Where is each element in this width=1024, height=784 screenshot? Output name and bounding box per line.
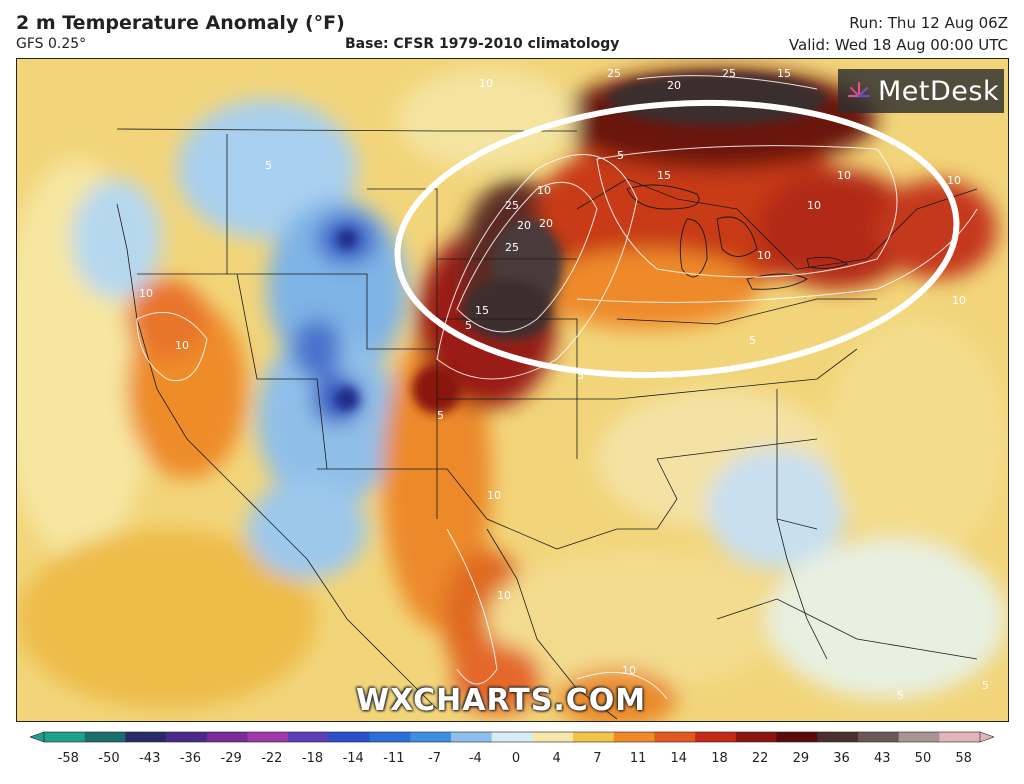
contour-label: 10 (947, 174, 961, 187)
sunburst-logo-icon (847, 81, 871, 98)
color-scale: -58 -50 -43 -36 -29 -22 -18 -14 -11 -7 -4 0 4 7 11 14 18… (29, 730, 995, 770)
contour-label: 20 (667, 79, 681, 92)
watermark: WXCHARTS.COM (356, 683, 647, 718)
scale-color-segment (410, 732, 452, 742)
scale-color-segment (491, 732, 533, 742)
valid-time-label: Valid: Wed 18 Aug 00:00 UTC (788, 36, 1008, 54)
scale-color-segment (735, 732, 778, 742)
scale-tick-label: -7 (428, 751, 441, 766)
color-scale-svg: -58 -50 -43 -36 -29 -22 -18 -14 -11 -7 -4 0 4 7 11 14 18… (29, 731, 995, 766)
scale-arrow-right (979, 731, 995, 743)
scale-tick-label: -14 (343, 751, 364, 766)
anomaly-hotspots (335, 73, 827, 414)
scale-color-segment (898, 732, 940, 742)
contour-label: 5 (617, 149, 624, 162)
scale-color-segment (573, 732, 615, 742)
scale-color-segment (857, 732, 900, 742)
scale-tick-label: 50 (915, 751, 932, 766)
scale-tick-label: 7 (593, 751, 601, 766)
scale-tick-label: 58 (955, 751, 972, 766)
great-lakes (626, 184, 849, 290)
scale-color-segment (84, 732, 126, 742)
contour-label: 5 (265, 159, 272, 172)
scale-color-segment (939, 732, 981, 742)
contour-label: 10 (952, 294, 966, 307)
scale-color-segment (288, 732, 330, 742)
contour-lines (136, 75, 978, 700)
contour-label: 20 (539, 217, 553, 230)
contour-label: 25 (505, 241, 519, 254)
scale-color-segment (613, 732, 655, 742)
contour-label: 15 (657, 169, 671, 182)
contour-label: 10 (757, 249, 771, 262)
metdesk-logo: MetDesk (838, 69, 1004, 113)
scale-tick-label: -11 (383, 751, 404, 766)
scale-tick-label: -22 (261, 751, 282, 766)
scale-color-segment (206, 732, 248, 742)
scale-arrow-left (29, 731, 45, 743)
scale-color-segment (817, 732, 859, 742)
scale-tick-label: -50 (98, 751, 119, 766)
scale-tick-label: 4 (553, 751, 561, 766)
logo-text: MetDesk (878, 75, 1000, 107)
scale-tick-label: 0 (512, 751, 520, 766)
scale-tick-label: -29 (221, 751, 242, 766)
contour-label: 5 (437, 409, 444, 422)
contour-label: 15 (777, 67, 791, 80)
scale-color-segment (532, 732, 574, 742)
scale-tick-label: -36 (180, 751, 201, 766)
scale-tick-label: -58 (58, 751, 79, 766)
scale-tick-label: -43 (139, 751, 160, 766)
scale-color-segment (125, 732, 167, 742)
contour-label: 10 (497, 589, 511, 602)
contour-label: 10 (479, 77, 493, 90)
contour-label: 10 (487, 489, 501, 502)
scale-color-segment (328, 732, 371, 742)
scale-tick-label: 14 (671, 751, 688, 766)
contour-labels: 25 20 25 15 10 10 5 5 10 15 20 25 20 25 … (139, 67, 989, 702)
contour-label: 10 (175, 339, 189, 352)
contour-label: 5 (982, 679, 989, 692)
contour-label: 25 (722, 67, 736, 80)
contour-label: 25 (607, 67, 621, 80)
scale-tick-label: 11 (630, 751, 647, 766)
model-label: GFS 0.25° (16, 36, 87, 52)
scale-outline (43, 731, 981, 743)
scale-color-segment (695, 732, 737, 742)
scale-tick-label: 18 (711, 751, 728, 766)
scale-tick-label: 29 (793, 751, 810, 766)
map-title: 2 m Temperature Anomaly (°F) (16, 12, 345, 34)
scale-tick-label: -4 (469, 751, 482, 766)
scale-tick-label: -18 (302, 751, 323, 766)
scale-color-segment (166, 732, 208, 742)
color-scale-labels: -58 -50 -43 -36 -29 -22 -18 -14 -11 -7 -4 0 4 7 11 14 18… (58, 751, 972, 766)
scale-color-segment (44, 732, 86, 742)
highlight-ellipse (394, 99, 960, 379)
scale-color-segment (776, 732, 818, 742)
contour-label: 10 (139, 287, 153, 300)
map-canvas: 25 20 25 15 10 10 5 5 10 15 20 25 20 25 … (17, 59, 1008, 721)
scale-color-segment (450, 732, 493, 742)
contour-label: 5 (749, 334, 756, 347)
climatology-base-label: Base: CFSR 1979-2010 climatology (345, 36, 620, 52)
scale-tick-label: 36 (833, 751, 850, 766)
contour-label: 10 (622, 664, 636, 677)
contour-label: 10 (837, 169, 851, 182)
scale-color-segment (369, 732, 411, 742)
contour-label: 5 (577, 369, 584, 382)
scale-tick-label: 43 (874, 751, 891, 766)
contour-label: 15 (475, 304, 489, 317)
contour-label: 10 (537, 184, 551, 197)
contour-label: 10 (807, 199, 821, 212)
contour-label: 20 (517, 219, 531, 232)
scale-tick-label: 22 (752, 751, 769, 766)
temperature-anomaly-map: 25 20 25 15 10 10 5 5 10 15 20 25 20 25 … (16, 58, 1009, 722)
color-scale-bar (29, 731, 995, 743)
scale-color-segment (654, 732, 696, 742)
scale-color-segment (247, 732, 289, 742)
contour-label: 5 (897, 689, 904, 702)
contour-label: 5 (465, 319, 472, 332)
contour-label: 25 (505, 199, 519, 212)
run-time-label: Run: Thu 12 Aug 06Z (849, 14, 1008, 32)
